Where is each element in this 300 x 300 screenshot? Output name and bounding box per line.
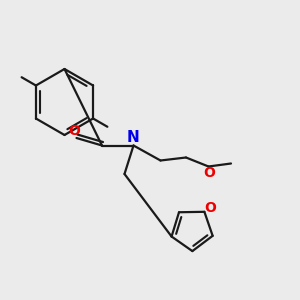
Text: O: O bbox=[203, 166, 215, 180]
Text: O: O bbox=[68, 124, 80, 138]
Text: N: N bbox=[127, 130, 140, 146]
Text: O: O bbox=[204, 201, 216, 215]
